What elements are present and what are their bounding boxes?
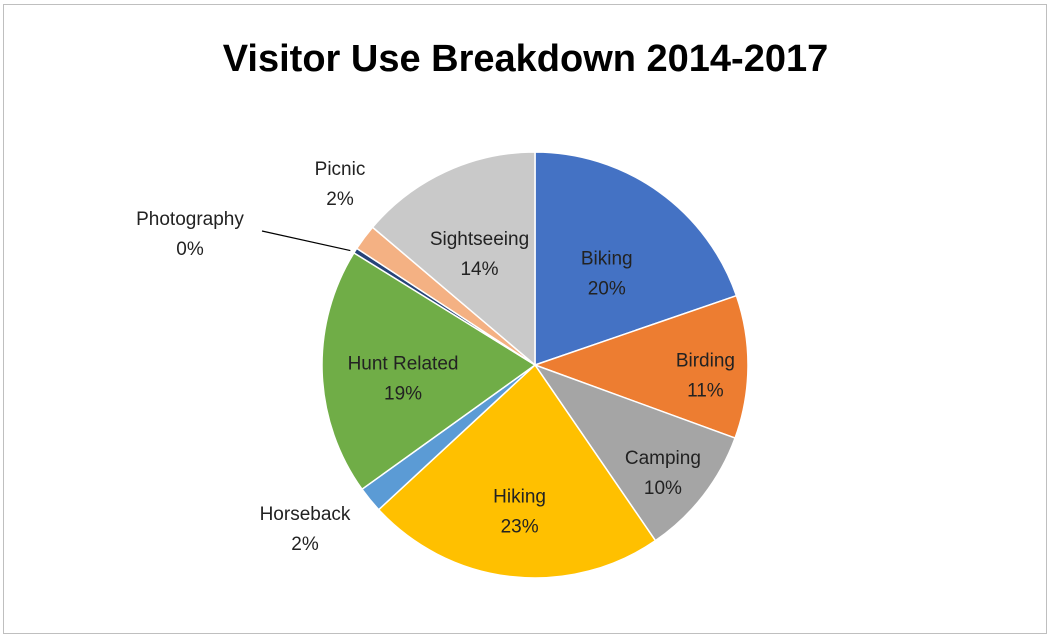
data-label-hunt-related-value: 19%: [384, 383, 422, 404]
pie-slice-hiking: [377, 363, 657, 579]
data-label-photography-value: 0%: [176, 239, 204, 260]
data-label-picnic-value: 2%: [326, 189, 354, 210]
data-label-horseback-value: 2%: [291, 534, 319, 555]
data-label-camping-name: Camping: [625, 448, 701, 469]
data-label-birding-value: 11%: [687, 381, 724, 402]
data-label-picnic-name: Picnic: [315, 159, 366, 180]
pie-slice-birding: [532, 294, 749, 440]
pie-slice-hunt-related: [321, 251, 537, 491]
data-label-biking-name: Biking: [581, 248, 633, 269]
pie-slice-biking: [534, 151, 738, 367]
data-label-sightseeing-name: Sightseeing: [430, 229, 529, 250]
data-label-hunt-related-name: Hunt Related: [348, 353, 459, 374]
data-label-photography-name: Photography: [136, 209, 244, 230]
leader-line-photography: [261, 230, 351, 252]
pie-slice-sightseeing: [371, 151, 536, 367]
pie-slice-camping: [533, 363, 737, 542]
data-label-biking-value: 20%: [588, 278, 626, 299]
data-label-hiking-value: 23%: [501, 517, 539, 538]
data-label-hiking-name: Hiking: [493, 487, 546, 508]
data-label-sightseeing-value: 14%: [460, 259, 498, 280]
data-label-birding-name: Birding: [676, 351, 735, 372]
data-label-camping-value: 10%: [644, 478, 682, 499]
data-label-horseback-name: Horseback: [260, 504, 351, 525]
chart-title: Visitor Use Breakdown 2014-2017: [222, 38, 829, 80]
